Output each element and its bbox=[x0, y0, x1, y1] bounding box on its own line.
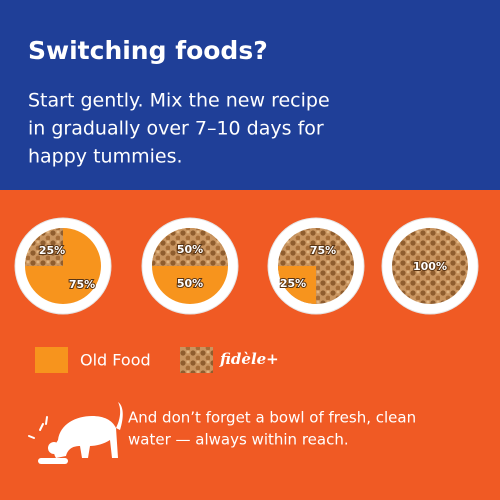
note-text: And don’t forget a bowl of fresh, clean bbox=[128, 409, 416, 427]
body-text: Start gently. Mix the new recipe bbox=[28, 90, 330, 112]
bowl bbox=[141, 217, 239, 315]
note-text: water — always within reach. bbox=[128, 431, 349, 449]
brand-logo: fidèle+ bbox=[219, 350, 279, 368]
new-food-label: 50% bbox=[177, 243, 203, 256]
old-food-label: 25% bbox=[280, 277, 306, 290]
bowl bbox=[267, 217, 365, 315]
title: Switching foods? bbox=[28, 36, 268, 65]
bowl bbox=[381, 217, 479, 315]
new-food-label: 25% bbox=[39, 244, 65, 257]
legend-swatch bbox=[35, 347, 68, 373]
header-band bbox=[0, 0, 500, 190]
new-food-label: 75% bbox=[310, 244, 336, 257]
new-food-label: 100% bbox=[413, 260, 447, 273]
body-text: in gradually over 7–10 days for bbox=[28, 118, 324, 140]
old-food-label: 75% bbox=[69, 278, 95, 291]
legend-swatch bbox=[180, 347, 213, 373]
body-text: happy tummies. bbox=[28, 146, 183, 168]
legend-label: Old Food bbox=[80, 351, 151, 370]
bowl bbox=[14, 217, 112, 315]
dog-icon bbox=[28, 402, 123, 464]
old-food-label: 50% bbox=[177, 277, 203, 290]
